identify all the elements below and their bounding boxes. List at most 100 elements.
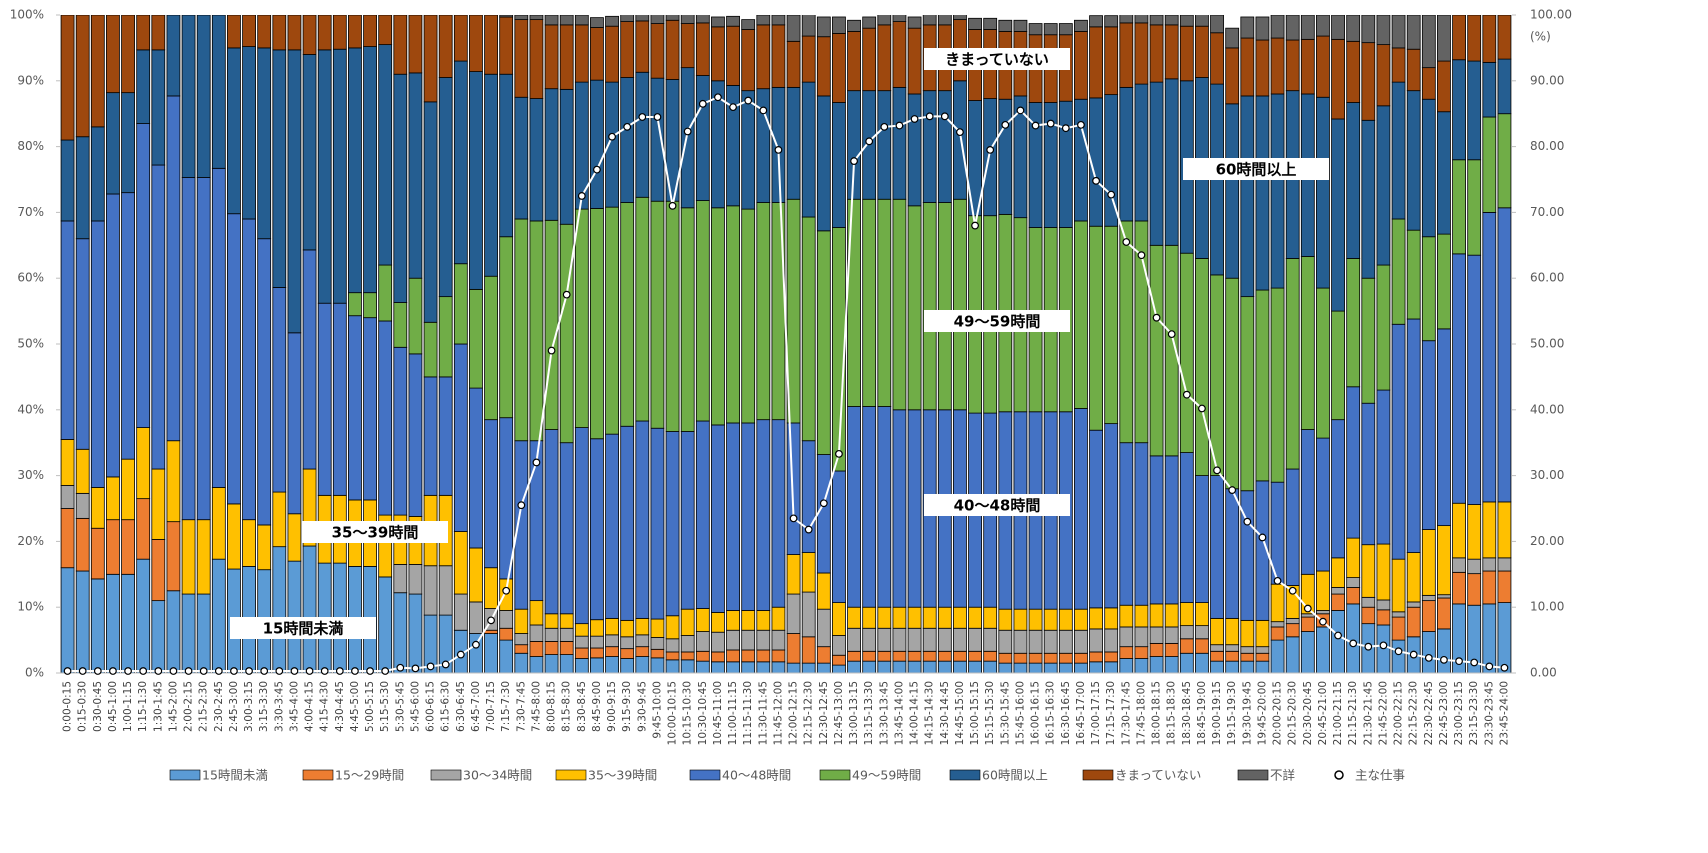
bar-segment bbox=[605, 433, 619, 619]
bar-segment bbox=[1255, 289, 1270, 482]
bar-segment bbox=[1391, 616, 1406, 641]
bar-segment bbox=[953, 15, 967, 21]
bar-segment bbox=[408, 593, 423, 673]
bar-segment bbox=[665, 431, 680, 617]
bar-segment bbox=[302, 54, 317, 251]
bar-segment bbox=[756, 610, 771, 631]
bar-segment bbox=[559, 15, 574, 26]
bar-segment bbox=[650, 427, 665, 620]
bar-segment bbox=[1331, 593, 1345, 611]
bar-segment bbox=[1391, 81, 1406, 220]
line-point bbox=[1122, 238, 1131, 246]
bar-segment bbox=[529, 15, 544, 21]
bar-segment bbox=[1149, 642, 1164, 657]
bar-segment bbox=[1346, 40, 1361, 103]
bar-segment bbox=[408, 353, 423, 517]
line-point bbox=[184, 667, 193, 675]
bar-segment bbox=[832, 102, 846, 228]
x-tick-label: 17:00-17:15 bbox=[1090, 681, 1102, 745]
bar-segment bbox=[1089, 628, 1103, 653]
bar-segment bbox=[862, 660, 877, 673]
bar-segment bbox=[756, 629, 771, 651]
bar-segment bbox=[332, 302, 347, 496]
bar-segment bbox=[1406, 606, 1421, 638]
bar-segment bbox=[1300, 38, 1315, 95]
bar-segment bbox=[1240, 652, 1255, 662]
line-point bbox=[683, 127, 692, 136]
bar-segment bbox=[1316, 610, 1330, 615]
line-point bbox=[93, 667, 102, 675]
x-tick-label: 0:15-0:30 bbox=[77, 681, 89, 732]
x-tick-label: 15:15-15:30 bbox=[984, 681, 996, 745]
bar-segment bbox=[257, 47, 272, 240]
bar-segment bbox=[559, 223, 574, 444]
bar-segment bbox=[968, 660, 982, 673]
bar-segment bbox=[1119, 86, 1134, 222]
bar-segment bbox=[227, 15, 241, 49]
bar-segment bbox=[680, 635, 695, 653]
line-point bbox=[1167, 330, 1176, 339]
x-tick-label: 20:15-20:30 bbox=[1287, 681, 1299, 745]
bar-segment bbox=[1058, 652, 1073, 664]
bar-segment bbox=[1316, 570, 1330, 611]
x-tick-label: 8:45-9:00 bbox=[591, 681, 603, 732]
bar-segment bbox=[1467, 504, 1482, 560]
y-tick-label: 70% bbox=[17, 205, 44, 219]
bar-segment bbox=[1482, 557, 1497, 572]
line-point bbox=[275, 667, 284, 675]
bar-segment bbox=[1376, 389, 1391, 545]
bar-segment bbox=[1119, 658, 1134, 673]
bar-segment bbox=[1225, 47, 1240, 105]
line-point bbox=[199, 667, 208, 675]
bar-segment bbox=[605, 617, 619, 636]
y-tick-label: 20% bbox=[17, 534, 44, 548]
bar-segment bbox=[1179, 25, 1194, 82]
x-tick-label: 14:00-14:15 bbox=[909, 681, 921, 745]
line-point bbox=[653, 113, 662, 121]
bar-segment bbox=[711, 26, 725, 82]
bar-segment bbox=[801, 35, 816, 83]
bar-segment bbox=[393, 73, 408, 303]
bar-segment bbox=[1346, 577, 1361, 588]
bar-segment bbox=[529, 641, 544, 657]
bar-segment bbox=[317, 15, 332, 51]
bar-segment bbox=[332, 15, 347, 50]
bar-segment bbox=[1210, 32, 1224, 85]
bar-segment bbox=[1346, 258, 1361, 388]
x-tick-label: 9:00-9:15 bbox=[606, 681, 618, 732]
bar-segment bbox=[453, 593, 468, 631]
bar-segment bbox=[998, 98, 1013, 215]
line-point bbox=[880, 122, 889, 131]
x-tick-label: 20:30-20:45 bbox=[1302, 681, 1314, 745]
bar-segment bbox=[1119, 626, 1134, 648]
bar-segment bbox=[453, 343, 468, 532]
bar-segment bbox=[1437, 60, 1451, 113]
bar-segment bbox=[1240, 646, 1255, 654]
bar-segment bbox=[1119, 15, 1134, 24]
bar-segment bbox=[1104, 225, 1119, 425]
bar-segment bbox=[635, 420, 650, 619]
legend-label: きまっていない bbox=[1115, 768, 1201, 783]
bar-segment bbox=[1074, 31, 1088, 100]
bar-segment bbox=[1376, 44, 1391, 107]
bar-segment bbox=[559, 654, 574, 673]
bar-segment bbox=[847, 31, 861, 92]
bar-segment bbox=[75, 517, 90, 572]
bar-segment bbox=[620, 425, 635, 621]
plot-area bbox=[60, 15, 1512, 673]
x-tick-label: 7:00-7:15 bbox=[485, 681, 497, 732]
bar-segment bbox=[756, 649, 771, 663]
x-tick-label: 13:15-13:30 bbox=[863, 681, 875, 745]
bar-segment bbox=[1285, 636, 1300, 673]
line-point bbox=[1500, 663, 1509, 672]
bar-segment bbox=[1346, 587, 1361, 605]
legend-swatch bbox=[555, 769, 587, 781]
line-point bbox=[577, 192, 586, 200]
bar-segment bbox=[1195, 602, 1209, 627]
bar-segment bbox=[499, 15, 514, 18]
bar-segment bbox=[1255, 660, 1270, 673]
bar-segment bbox=[711, 661, 725, 673]
bar-segment bbox=[1316, 437, 1330, 572]
bar-segment bbox=[1482, 211, 1497, 503]
bar-segment bbox=[1013, 662, 1028, 673]
